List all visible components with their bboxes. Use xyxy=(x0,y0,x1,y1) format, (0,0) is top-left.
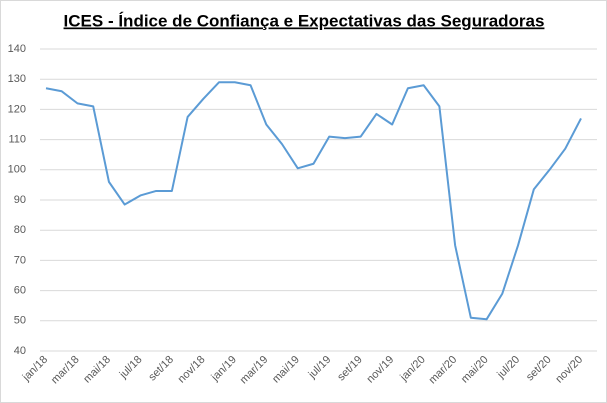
y-tick-label: 140 xyxy=(8,43,26,55)
data-line xyxy=(45,81,582,321)
y-tick-label: 70 xyxy=(14,254,26,266)
y-tick-label: 80 xyxy=(14,224,26,236)
y-tick-label: 100 xyxy=(8,164,26,176)
y-tick-label: 130 xyxy=(8,73,26,85)
y-tick-label: 110 xyxy=(8,134,26,146)
y-tick-label: 120 xyxy=(8,103,26,115)
y-tick-label: 40 xyxy=(14,345,26,357)
y-tick-label: 90 xyxy=(14,194,26,206)
y-tick-label: 50 xyxy=(14,315,26,327)
chart-title: ICES - Índice de Confiança e Expectativa… xyxy=(64,11,545,30)
y-tick-label: 60 xyxy=(14,285,26,297)
